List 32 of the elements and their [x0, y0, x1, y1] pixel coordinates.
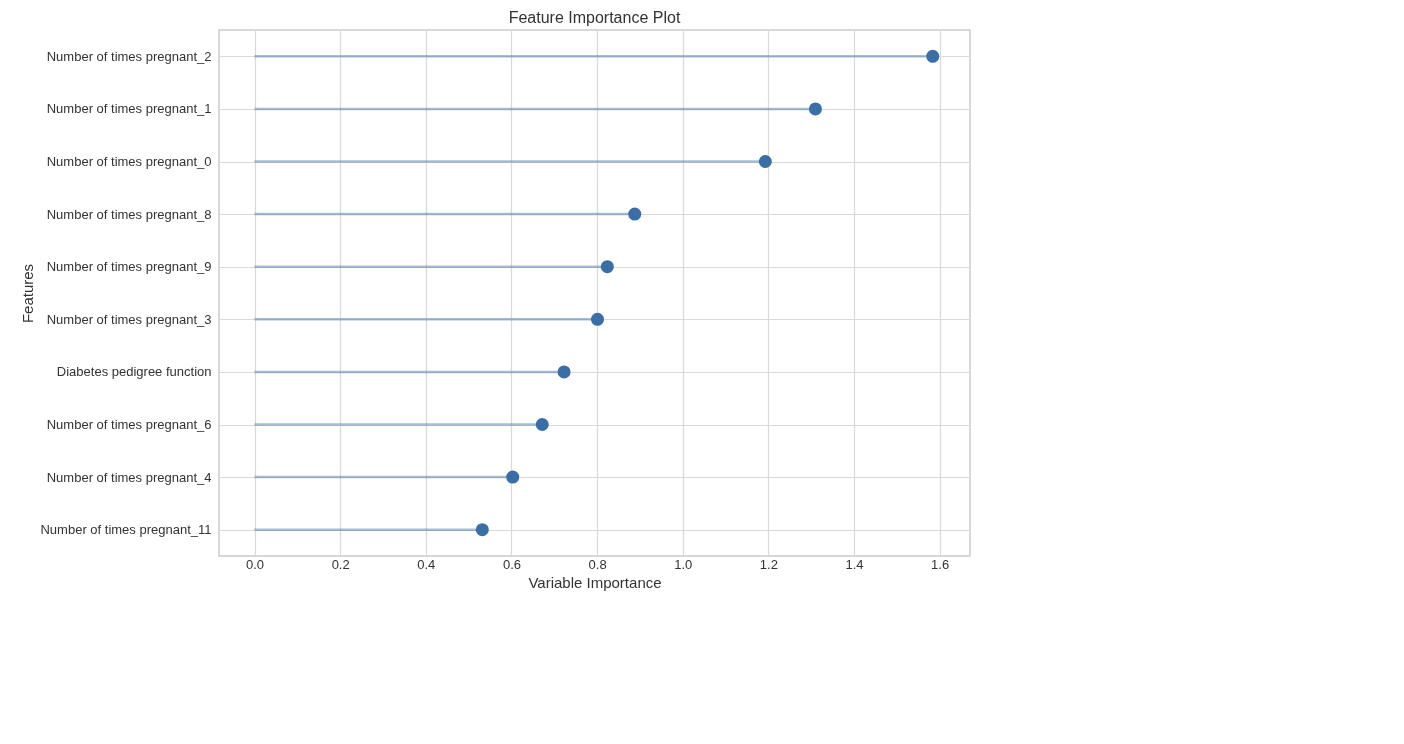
point	[600, 260, 614, 274]
y-tick-label: Number of times pregnant_0	[46, 154, 212, 169]
y-tick-label: Number of times pregnant_9	[46, 259, 212, 275]
x-tick-label: 0.4	[417, 556, 436, 572]
point	[808, 102, 822, 116]
y-tick-label: Number of times pregnant_6	[46, 417, 212, 432]
x-tick-label: 1.0	[674, 556, 693, 572]
point	[926, 49, 940, 63]
point	[535, 417, 549, 432]
point	[758, 154, 772, 169]
chart-title: Feature Importance Plot	[508, 9, 681, 26]
x-tick-label: 0.0	[246, 556, 265, 572]
point	[557, 365, 571, 379]
y-tick-label: Number of times pregnant_2	[46, 48, 212, 64]
point	[590, 312, 605, 326]
x-tick-label: 1.2	[759, 556, 778, 572]
y-tick-label: Number of times pregnant_1	[46, 101, 212, 117]
y-tick-label: Number of times pregnant_3	[46, 311, 212, 327]
x-tick-label: 0.8	[588, 556, 607, 572]
x-tick-label: 1.4	[845, 556, 864, 572]
point	[506, 470, 520, 484]
y-tick-label: Diabetes pedigree function	[56, 364, 212, 380]
point	[475, 523, 489, 537]
y-tick-label: Number of times pregnant_8	[46, 206, 212, 222]
y-tick-label: Number of times pregnant_4	[46, 469, 212, 485]
point	[628, 207, 642, 221]
x-tick-label: 0.6	[502, 556, 521, 572]
x-tick-label: 1.6	[931, 556, 950, 572]
x-axis-title: Variable Importance	[528, 573, 662, 591]
x-tick-label: 0.2	[331, 556, 350, 572]
y-tick-label: Number of times pregnant_11	[40, 522, 212, 538]
y-axis-title: Features	[19, 263, 37, 324]
